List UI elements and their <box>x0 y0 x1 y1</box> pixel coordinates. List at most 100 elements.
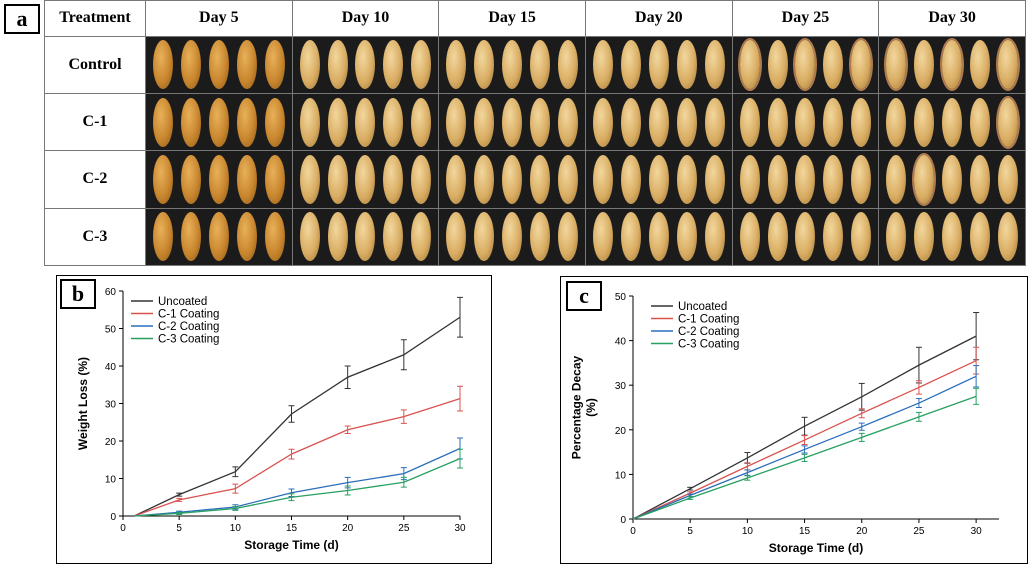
fruit-image <box>648 154 669 204</box>
fruit-image <box>502 40 523 90</box>
fruit-photo <box>438 207 586 267</box>
fruit-image <box>795 97 816 147</box>
fruit-image <box>180 154 201 204</box>
x-axis-label: Storage Time (d) <box>769 541 863 555</box>
fruit-image <box>795 40 816 90</box>
fruit-image <box>942 40 963 90</box>
fruit-group <box>146 94 292 150</box>
treatment-row: C-3 <box>44 207 1026 267</box>
fruit-image <box>767 212 788 262</box>
fruit-image <box>557 154 578 204</box>
fruit-image <box>474 40 495 90</box>
fruit-image <box>557 212 578 262</box>
fruit-image <box>648 97 669 147</box>
fruit-image <box>299 97 320 147</box>
y-tick-label: 50 <box>105 325 117 336</box>
fruit-image <box>327 97 348 147</box>
fruit-image <box>152 212 173 262</box>
fruit-photo <box>291 150 440 209</box>
series-line <box>134 458 461 517</box>
fruit-image <box>530 97 551 147</box>
fruit-image <box>474 212 495 262</box>
fruit-image <box>264 212 285 262</box>
fruit-group <box>733 209 879 265</box>
y-tick-label: 50 <box>615 292 627 303</box>
fruit-image <box>851 212 872 262</box>
fruit-image <box>676 212 697 262</box>
fruit-image <box>998 40 1018 90</box>
panel-b-label: b <box>60 279 96 309</box>
fruit-image <box>851 97 872 147</box>
y-tick-label: 10 <box>615 470 627 481</box>
fruit-image <box>180 212 201 262</box>
y-tick-label: 20 <box>615 426 627 437</box>
x-tick-label: 20 <box>856 526 868 537</box>
fruit-image <box>739 212 760 262</box>
fruit-photo <box>731 35 880 94</box>
fruit-image <box>704 154 725 204</box>
x-tick-label: 10 <box>742 526 754 537</box>
legend-label: C-3 Coating <box>158 334 219 346</box>
fruit-image <box>823 40 844 90</box>
fruit-photo <box>878 207 1026 267</box>
fruit-image <box>739 97 760 147</box>
fruit-image <box>327 40 348 90</box>
fruit-photo <box>878 150 1026 209</box>
fruit-image <box>942 154 963 204</box>
fruit-group <box>146 37 292 93</box>
y-tick-label: 20 <box>105 437 117 448</box>
legend-label: Uncoated <box>158 296 207 308</box>
fruit-image <box>795 212 816 262</box>
fruit-image <box>299 212 320 262</box>
fruit-photo <box>145 207 293 267</box>
fruit-image <box>180 40 201 90</box>
y-tick-label: 0 <box>620 515 626 526</box>
treatment-header: Treatment <box>44 0 146 37</box>
treatment-label: C-3 <box>44 207 146 267</box>
fruit-image <box>970 97 991 147</box>
legend-label: Uncoated <box>678 301 727 313</box>
fruit-image <box>299 40 320 90</box>
treatment-label: Control <box>44 35 146 94</box>
fruit-image <box>767 154 788 204</box>
y-axis-label: Weight Loss (%) <box>76 357 90 450</box>
series-line <box>133 316 461 517</box>
y-tick-label: 40 <box>105 362 117 373</box>
fruit-group <box>439 37 585 93</box>
y-tick-label: 30 <box>105 400 117 411</box>
fruit-group <box>146 209 292 265</box>
fruit-photo <box>878 35 1026 94</box>
fruit-image <box>998 97 1018 147</box>
x-tick-label: 30 <box>971 526 983 537</box>
fruit-image <box>530 40 551 90</box>
fruit-image <box>739 154 760 204</box>
fruit-group <box>586 37 732 93</box>
treatment-row: C-2 <box>44 150 1026 209</box>
fruit-group <box>733 94 879 150</box>
fruit-image <box>620 40 641 90</box>
fruit-image <box>180 97 201 147</box>
fruit-image <box>942 212 963 262</box>
legend-label: C-2 Coating <box>158 321 219 333</box>
fruit-photo <box>145 35 293 94</box>
y-axis-label: Percentage Decay(%) <box>570 355 598 459</box>
fruit-image <box>208 154 229 204</box>
fruit-group <box>586 151 732 207</box>
fruit-image <box>648 40 669 90</box>
photo-header-row: Treatment Day 5 Day 10 Day 15 Day 20 Day… <box>44 0 1026 37</box>
treatment-label: C-2 <box>44 150 146 209</box>
fruit-group <box>293 151 439 207</box>
fruit-image <box>767 97 788 147</box>
fruit-image <box>942 97 963 147</box>
fruit-photo <box>584 150 733 209</box>
fruit-image <box>383 212 404 262</box>
panel-c-label: c <box>566 281 602 311</box>
fruit-image <box>446 40 467 90</box>
fruit-image <box>823 212 844 262</box>
y-tick-label: 0 <box>110 512 116 523</box>
x-tick-label: 25 <box>913 526 925 537</box>
fruit-image <box>355 97 376 147</box>
fruit-photo <box>145 92 293 152</box>
fruit-image <box>152 154 173 204</box>
fruit-image <box>620 212 641 262</box>
